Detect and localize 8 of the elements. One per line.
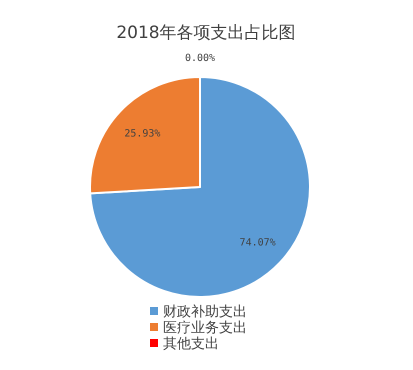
pie-slice <box>89 76 311 298</box>
text: 0.00% <box>184 53 216 64</box>
data-label: 25.93% <box>124 128 160 140</box>
chart-title: 2018年各项支出占比图 <box>116 23 296 43</box>
data-label: 74.07% <box>240 237 276 248</box>
legend-label: 其他支出 <box>163 336 219 352</box>
legend-label: 医疗业务支出 <box>163 320 247 336</box>
legend-label: 财政补助支出 <box>163 304 247 320</box>
